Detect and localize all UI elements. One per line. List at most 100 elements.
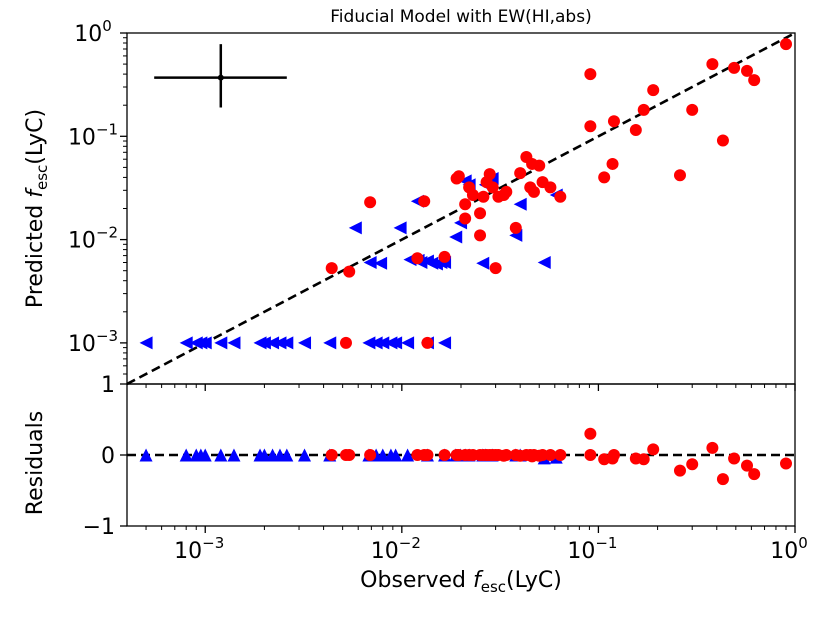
data-point-detection	[647, 443, 660, 456]
data-point-detection	[584, 449, 597, 461]
data-point-upper-limit	[273, 336, 287, 350]
data-point-detection	[514, 167, 527, 180]
data-point-upper-limit	[227, 336, 241, 350]
data-point-upper-limit	[214, 336, 228, 350]
svg-text:Observed fesc(LyC): Observed fesc(LyC)	[360, 568, 562, 596]
data-point-detection	[584, 427, 597, 440]
data-point-upper-limit	[266, 336, 280, 350]
data-point-detection	[477, 190, 490, 203]
data-point-detection	[527, 185, 540, 198]
y-tick-label: 100	[74, 17, 112, 47]
svg-text:Predicted fesc(LyC): Predicted fesc(LyC)	[23, 109, 51, 308]
data-point-detection	[483, 168, 496, 181]
data-point-detection	[418, 195, 431, 208]
data-point-detection	[629, 124, 642, 137]
data-point-detection	[500, 185, 513, 198]
data-point-upper-limit	[476, 256, 490, 270]
data-point-upper-limit	[537, 256, 551, 270]
y-tick-label: 10−3	[68, 327, 118, 357]
data-point-upper-limit	[376, 448, 390, 462]
error-bar-center	[217, 74, 224, 81]
data-point-detection	[716, 473, 729, 486]
data-point-detection	[584, 68, 597, 81]
data-point-upper-limit	[280, 448, 294, 462]
y-tick-label: 10−2	[68, 224, 118, 254]
residual-y-tick-label: −1	[83, 515, 115, 540]
data-point-detection	[509, 221, 522, 234]
data-point-detection	[459, 212, 472, 225]
data-point-detection	[452, 170, 465, 183]
y-tick-label: 10−1	[68, 120, 118, 150]
data-point-upper-limit	[401, 336, 415, 350]
data-point-detection	[343, 265, 356, 278]
data-point-upper-limit	[179, 448, 193, 462]
data-point-detection	[748, 74, 761, 87]
data-point-detection	[533, 159, 546, 172]
data-point-detection	[554, 449, 567, 461]
data-point-detection	[728, 452, 741, 465]
data-point-upper-limit	[449, 230, 463, 244]
data-point-detection	[673, 169, 686, 182]
data-point-detection	[637, 453, 650, 466]
residual-y-tick-label: 1	[101, 373, 115, 398]
data-point-detection	[489, 262, 502, 275]
data-point-detection	[438, 250, 451, 263]
x-tick-label: 100	[770, 534, 808, 564]
data-point-detection	[339, 336, 352, 349]
data-point-upper-limit	[214, 448, 228, 462]
top-panel: 100 10−1 10−2 10−3	[68, 17, 796, 391]
data-point-detection	[474, 207, 487, 220]
data-point-detection	[364, 449, 377, 461]
data-point-upper-limit	[401, 448, 415, 462]
data-point-detection	[598, 171, 611, 184]
data-point-upper-limit	[198, 448, 212, 462]
data-point-upper-limit	[363, 256, 377, 270]
data-point-upper-limit	[389, 448, 403, 462]
data-point-detection	[686, 458, 699, 471]
data-point-upper-limit	[369, 336, 383, 350]
data-point-upper-limit	[179, 336, 193, 350]
data-point-detection	[438, 449, 451, 461]
data-point-detection	[554, 190, 567, 203]
chart-title: Fiducial Model with EW(HI,abs)	[330, 7, 591, 27]
data-point-detection	[339, 449, 352, 461]
data-point-upper-limit	[393, 221, 407, 235]
data-point-detection	[584, 120, 597, 133]
data-point-detection	[544, 449, 557, 461]
data-point-upper-limit	[348, 221, 362, 235]
data-point-upper-limit	[438, 336, 452, 350]
data-point-detection	[474, 229, 487, 242]
data-point-detection	[411, 252, 424, 265]
data-point-detection	[606, 157, 619, 170]
data-point-detection	[647, 84, 660, 97]
data-point-upper-limit	[280, 336, 294, 350]
x-tick-label: 10−3	[174, 534, 224, 564]
data-point-detection	[780, 457, 793, 470]
data-point-detection	[607, 115, 620, 128]
data-point-detection	[421, 449, 434, 461]
data-point-detection	[741, 64, 754, 77]
data-point-upper-limit	[362, 336, 376, 350]
y-axis-label-predicted: Predicted fesc(LyC)	[23, 109, 51, 308]
data-point-upper-limit	[198, 336, 212, 350]
data-point-detection	[459, 198, 472, 211]
data-point-detection	[607, 449, 620, 461]
data-point-upper-limit	[139, 336, 153, 350]
data-point-detection	[748, 468, 761, 481]
x-tick-label: 10−1	[567, 534, 617, 564]
data-point-detection	[486, 181, 499, 194]
data-point-upper-limit	[227, 448, 241, 462]
data-point-upper-limit	[323, 336, 337, 350]
data-point-detection	[500, 449, 513, 461]
data-point-upper-limit	[374, 256, 388, 270]
data-point-upper-limit	[298, 336, 312, 350]
data-point-upper-limit	[513, 197, 527, 211]
data-point-detection	[728, 61, 741, 74]
data-point-detection	[673, 464, 686, 477]
data-point-detection	[716, 134, 729, 147]
data-point-detection	[364, 196, 377, 209]
data-point-detection	[325, 262, 338, 275]
data-point-upper-limit	[376, 336, 390, 350]
